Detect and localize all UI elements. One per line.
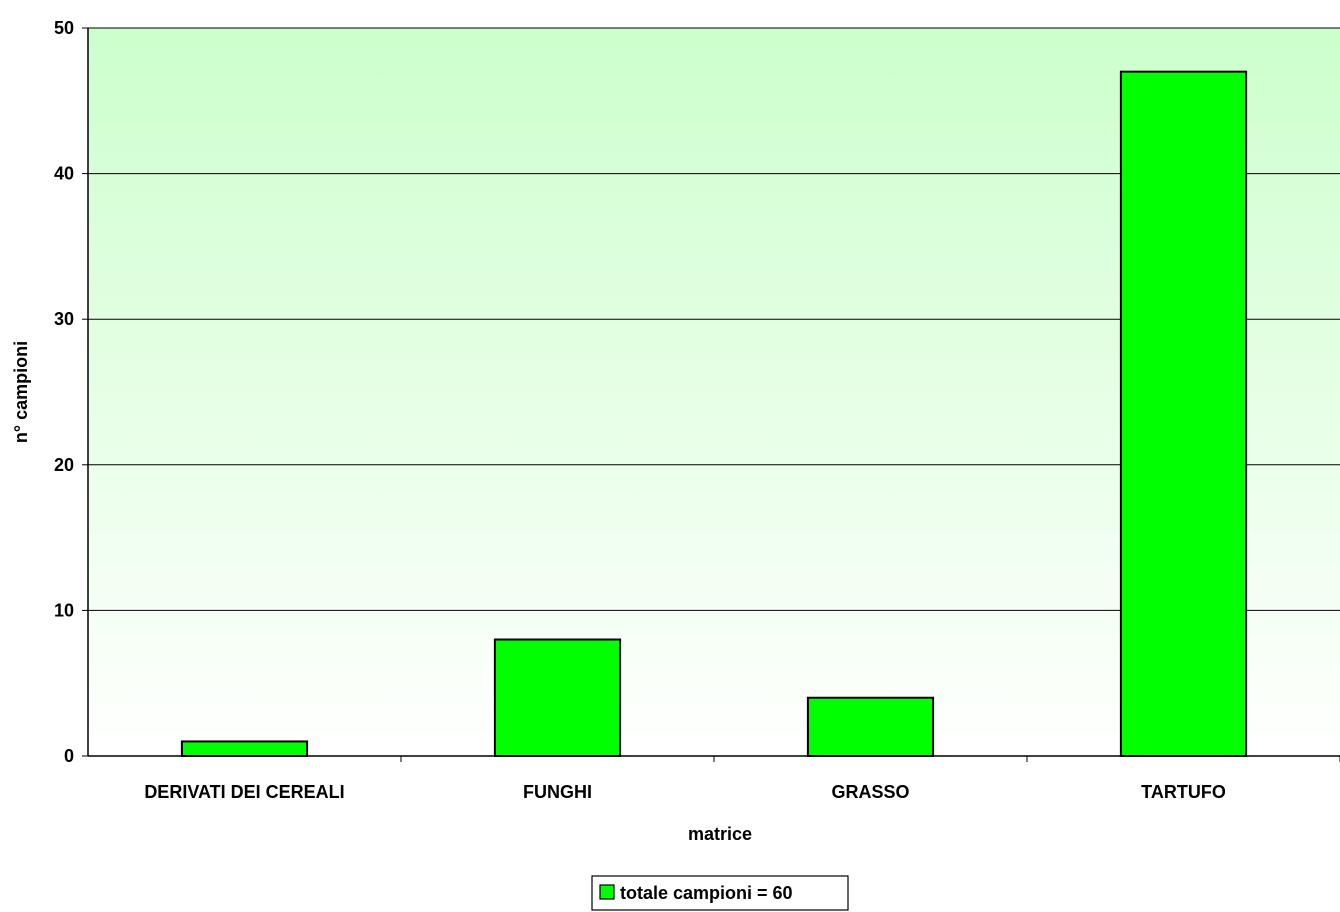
x-tick-labels: DERIVATI DEI CEREALI FUNGHI GRASSO TARTUFO — [144, 756, 1340, 802]
bar-derivati-dei-cereali — [180, 740, 309, 758]
x-tick-label: DERIVATI DEI CEREALI — [144, 782, 344, 802]
bar-funghi — [493, 638, 622, 758]
bar-tartufo — [1119, 70, 1248, 758]
y-tick-label: 20 — [54, 455, 74, 475]
bar-grasso — [806, 696, 935, 758]
y-tick-label: 10 — [54, 600, 74, 620]
y-tick-labels: 0 10 20 30 40 50 — [54, 18, 88, 766]
x-tick-label: GRASSO — [831, 782, 909, 802]
legend-label: totale campioni = 60 — [620, 883, 793, 903]
legend-box — [591, 875, 849, 911]
x-tick-label: FUNGHI — [523, 782, 592, 802]
bars — [180, 70, 1248, 758]
y-axis-title: n° campioni — [11, 341, 31, 443]
y-tick-label: 50 — [54, 18, 74, 38]
x-axis-title: matrice — [688, 824, 752, 844]
legend: totale campioni = 60 — [591, 875, 849, 911]
y-tick-label: 40 — [54, 164, 74, 184]
legend-swatch — [599, 884, 615, 900]
y-tick-label: 0 — [64, 746, 74, 766]
x-tick-label: TARTUFO — [1141, 782, 1226, 802]
y-tick-label: 30 — [54, 309, 74, 329]
